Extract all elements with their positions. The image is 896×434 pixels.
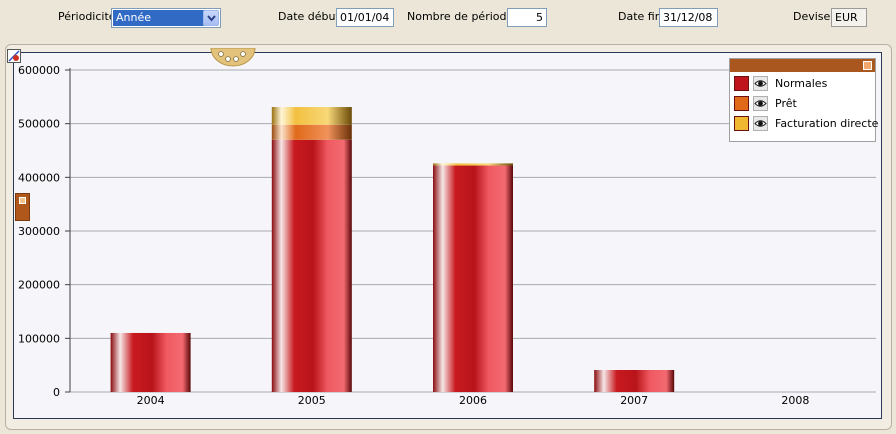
periodicite-value: Année [113,10,204,26]
bar-normales-2007[interactable] [594,369,675,392]
bar-normales-2005[interactable] [271,139,352,392]
periodicite-label: Périodicité [58,10,116,23]
date-fin-label: Date fin [618,10,662,23]
ytick-label: 500000 [18,118,60,131]
ytick-label: 300000 [18,225,60,238]
legend-item[interactable]: Facturation directe [730,112,879,132]
ytick-label: 600000 [18,64,60,77]
eye-icon[interactable] [753,116,768,131]
xtick-label: 2006 [459,394,487,407]
side-panel-toggle[interactable] [15,193,30,221]
ytick-label: 200000 [18,279,60,292]
legend-titlebar[interactable] [730,59,875,72]
bar-prêt-2005[interactable] [271,124,352,140]
legend-item[interactable]: Normales [730,72,875,92]
chart-settings-icon[interactable] [7,49,21,63]
devise-field: EUR [831,8,867,27]
bar-facturation-directe-2005[interactable] [271,107,352,125]
bar-normales-2004[interactable] [110,332,191,392]
xtick-label: 2004 [137,394,165,407]
ytick-label: 400000 [18,171,60,184]
dropdown-button[interactable] [203,10,219,26]
chevron-down-icon [207,15,216,22]
ytick-label: 100000 [18,332,60,345]
xtick-label: 2005 [298,394,326,407]
legend-label: Normales [775,77,828,90]
drag-handle-icon[interactable] [210,48,256,68]
bar-normales-2006[interactable] [433,165,513,392]
eye-icon[interactable] [753,76,768,91]
date-debut-label: Date début [278,10,340,23]
legend-swatch [734,96,749,111]
legend-label: Facturation directe [775,117,879,130]
expand-icon [19,197,26,204]
date-debut-field[interactable]: 01/01/04 [336,8,394,27]
legend-item[interactable]: Prêt [730,92,875,112]
toolbar: Périodicité Année Date début 01/01/04 No… [0,0,896,38]
devise-label: Devise [793,10,831,23]
legend-label: Prêt [775,97,797,110]
date-fin-field[interactable]: 31/12/08 [659,8,718,27]
legend-close-icon[interactable] [863,61,872,70]
legend-swatch [734,116,749,131]
nombre-periodes-label: Nombre de périodes [407,10,519,23]
xtick-label: 2008 [781,394,809,407]
bar-facturation-directe-2006[interactable] [433,163,513,166]
nombre-periodes-field[interactable]: 5 [507,8,547,27]
ytick-label: 0 [53,386,60,399]
chart-legend: Normales Prêt Facturation directe [729,58,879,142]
periodicite-select[interactable]: Année [111,8,221,28]
legend-swatch [734,76,749,91]
xtick-label: 2007 [620,394,648,407]
eye-icon[interactable] [753,96,768,111]
